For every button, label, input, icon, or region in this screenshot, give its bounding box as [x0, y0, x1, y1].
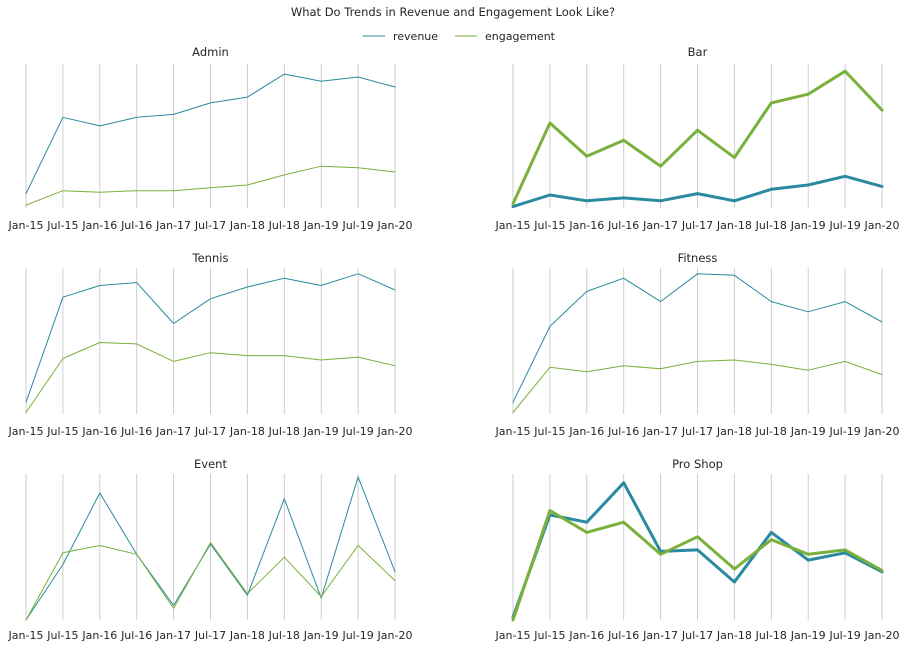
panel-title: Bar — [688, 45, 708, 59]
x-tick-label: Jul-18 — [755, 425, 787, 438]
panel-title: Fitness — [678, 251, 718, 265]
x-tick-label: Jul-17 — [681, 425, 713, 438]
x-tick-label: Jul-17 — [194, 219, 226, 232]
x-tick-label: Jan-20 — [864, 629, 900, 642]
x-tick-label: Jan-16 — [568, 629, 604, 642]
x-tick-label: Jul-16 — [607, 219, 639, 232]
panel-title: Event — [194, 457, 227, 471]
x-tick-label: Jan-15 — [495, 629, 531, 642]
panel-title: Tennis — [192, 251, 229, 265]
x-tick-label: Jan-17 — [642, 629, 678, 642]
x-tick-label: Jul-18 — [755, 629, 787, 642]
x-tick-label: Jul-15 — [46, 425, 78, 438]
x-tick-label: Jul-15 — [533, 425, 565, 438]
series-line-engagement — [25, 542, 396, 621]
x-tick-label: Jan-17 — [642, 425, 678, 438]
x-tick-label: Jan-18 — [229, 629, 265, 642]
x-tick-label: Jan-17 — [155, 219, 191, 232]
x-tick-label: Jul-18 — [268, 425, 300, 438]
x-tick-label: Jan-16 — [81, 425, 117, 438]
x-tick-label: Jan-17 — [155, 629, 191, 642]
x-tick-label: Jan-15 — [495, 219, 531, 232]
series-line-engagement — [512, 359, 883, 413]
x-tick-label: Jan-20 — [377, 219, 413, 232]
x-tick-label: Jul-19 — [828, 425, 860, 438]
x-tick-label: Jan-19 — [303, 219, 339, 232]
legend-label-engagement: engagement — [485, 30, 556, 43]
legend: revenue engagement — [363, 30, 556, 43]
series-line-engagement — [25, 342, 396, 413]
series-line-revenue — [25, 273, 396, 403]
x-tick-label: Jan-16 — [568, 219, 604, 232]
x-tick-label: Jul-15 — [46, 219, 78, 232]
legend-label-revenue: revenue — [393, 30, 438, 43]
x-tick-label: Jan-15 — [495, 425, 531, 438]
series-line-revenue — [511, 481, 884, 619]
panel-title: Admin — [192, 45, 229, 59]
x-tick-label: Jul-17 — [681, 629, 713, 642]
x-tick-label: Jan-20 — [377, 425, 413, 438]
x-tick-label: Jan-17 — [642, 219, 678, 232]
x-tick-label: Jul-17 — [194, 425, 226, 438]
x-tick-label: Jan-19 — [790, 425, 826, 438]
series-line-revenue — [511, 174, 884, 209]
x-tick-label: Jan-20 — [864, 425, 900, 438]
x-tick-label: Jul-15 — [46, 629, 78, 642]
x-tick-label: Jul-16 — [120, 219, 152, 232]
x-tick-label: Jan-16 — [81, 219, 117, 232]
x-tick-label: Jul-15 — [533, 219, 565, 232]
x-tick-label: Jul-15 — [533, 629, 565, 642]
x-tick-label: Jan-15 — [8, 629, 44, 642]
x-tick-label: Jan-20 — [377, 629, 413, 642]
series-line-engagement — [511, 509, 884, 622]
x-tick-label: Jul-18 — [755, 219, 787, 232]
x-tick-label: Jan-18 — [716, 629, 752, 642]
x-tick-label: Jan-19 — [303, 425, 339, 438]
x-tick-label: Jan-18 — [229, 219, 265, 232]
x-tick-label: Jan-15 — [8, 425, 44, 438]
x-tick-label: Jul-16 — [607, 425, 639, 438]
x-tick-label: Jan-16 — [568, 425, 604, 438]
x-tick-label: Jan-20 — [864, 219, 900, 232]
x-tick-label: Jan-18 — [716, 219, 752, 232]
series-line-revenue — [512, 273, 883, 403]
x-tick-label: Jul-19 — [341, 219, 373, 232]
x-tick-label: Jul-19 — [341, 629, 373, 642]
x-tick-label: Jan-19 — [790, 629, 826, 642]
chart-title: What Do Trends in Revenue and Engagement… — [291, 5, 615, 19]
x-tick-label: Jul-18 — [268, 629, 300, 642]
x-tick-label: Jul-19 — [341, 425, 373, 438]
x-tick-label: Jul-19 — [828, 219, 860, 232]
x-tick-label: Jan-19 — [790, 219, 826, 232]
x-tick-label: Jul-18 — [268, 219, 300, 232]
x-tick-label: Jul-19 — [828, 629, 860, 642]
x-tick-label: Jul-17 — [681, 219, 713, 232]
x-tick-label: Jan-18 — [716, 425, 752, 438]
x-tick-label: Jan-16 — [81, 629, 117, 642]
series-line-engagement — [25, 165, 396, 206]
panel-title: Pro Shop — [672, 457, 723, 471]
x-tick-label: Jan-15 — [8, 219, 44, 232]
series-line-revenue — [25, 73, 396, 195]
x-tick-label: Jul-16 — [120, 425, 152, 438]
x-tick-label: Jul-16 — [607, 629, 639, 642]
series-line-revenue — [25, 476, 396, 621]
x-tick-label: Jul-16 — [120, 629, 152, 642]
x-tick-label: Jan-19 — [303, 629, 339, 642]
x-tick-label: Jul-17 — [194, 629, 226, 642]
x-tick-label: Jan-17 — [155, 425, 191, 438]
series-line-engagement — [511, 69, 884, 206]
x-tick-label: Jan-18 — [229, 425, 265, 438]
